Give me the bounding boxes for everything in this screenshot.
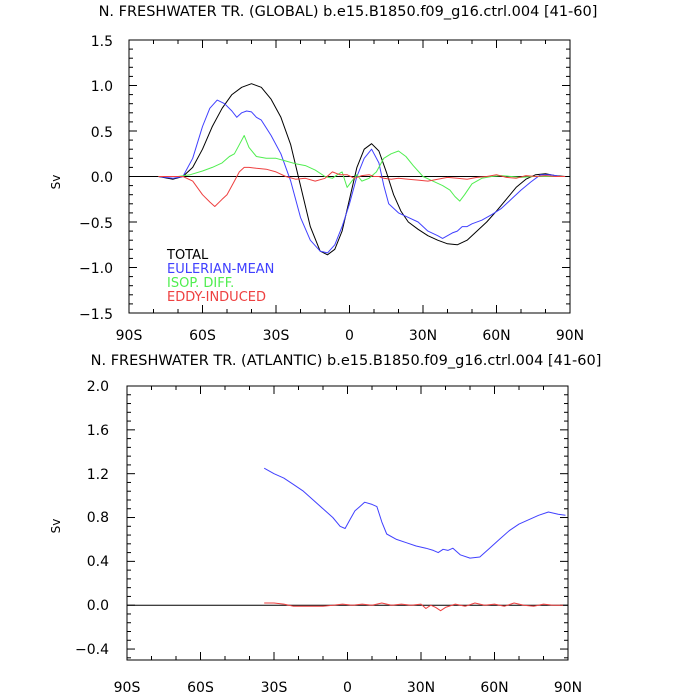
y-tick-label: −0.5 (79, 216, 113, 232)
x-tick-label: 60S (189, 328, 216, 344)
y-tick-label: 0.4 (87, 554, 109, 570)
x-tick-label: 30S (261, 680, 288, 696)
x-tick-label: 90N (554, 680, 582, 696)
global-x-tick-labels: 90S 60S 30S 0 30N 60N 90N (116, 328, 585, 344)
legend-entry-total: TOTAL (166, 248, 209, 263)
y-tick-label: −1.0 (79, 261, 113, 277)
atlantic-panel: N. FRESHWATER TR. (ATLANTIC) b.e15.B1850… (49, 353, 601, 696)
series-line-total (158, 83, 566, 256)
x-tick-label: 30S (263, 328, 290, 344)
y-tick-label: 1.6 (87, 423, 109, 439)
x-tick-label: 0 (343, 680, 352, 696)
y-tick-label: −1.5 (79, 307, 113, 323)
series-line-eulerian-mean (158, 99, 566, 254)
x-tick-label: 0 (345, 328, 354, 344)
legend-entry-eulerian-mean: EULERIAN-MEAN (167, 262, 274, 277)
global-panel-title: N. FRESHWATER TR. (GLOBAL) b.e15.B1850.f… (99, 4, 598, 20)
y-tick-label: 1.0 (91, 79, 113, 95)
atlantic-panel-title: N. FRESHWATER TR. (ATLANTIC) b.e15.B1850… (91, 353, 602, 369)
global-series-lines (158, 83, 566, 256)
x-tick-label: 30N (407, 680, 435, 696)
x-tick-label: 30N (409, 328, 437, 344)
y-tick-label: 0.5 (91, 125, 113, 141)
atlantic-panel-ylabel: Sv (49, 519, 63, 534)
x-tick-label: 60N (480, 680, 508, 696)
global-panel-ylabel: Sv (49, 175, 63, 190)
y-tick-label: 2.0 (87, 379, 109, 395)
x-tick-label: 60N (482, 328, 510, 344)
x-tick-label: 90N (556, 328, 584, 344)
atlantic-x-tick-labels: 90S 60S 30S 0 30N 60N 90N (114, 680, 583, 696)
y-tick-label: 0.8 (87, 510, 109, 526)
series-line-eddy-induced (264, 602, 564, 612)
series-line-eddy-induced (158, 166, 566, 207)
atlantic-y-tick-labels: −0.4 0.0 0.4 0.8 1.2 1.6 2.0 (75, 379, 109, 658)
y-tick-label: 0.0 (91, 170, 113, 186)
y-tick-label: 1.5 (91, 34, 113, 50)
atlantic-series-lines (263, 467, 566, 612)
x-tick-label: 90S (114, 680, 141, 696)
x-tick-label: 90S (116, 328, 143, 344)
series-line-isop-diff (158, 135, 566, 202)
global-plot-frame (128, 39, 571, 314)
y-tick-label: −0.4 (75, 642, 109, 658)
y-tick-label: 0.0 (87, 598, 109, 614)
global-y-tick-labels: −1.5 −1.0 −0.5 0.0 0.5 1.0 1.5 (79, 34, 113, 323)
global-panel: N. FRESHWATER TR. (GLOBAL) b.e15.B1850.f… (49, 4, 597, 344)
y-tick-label: 1.2 (87, 467, 109, 483)
series-line-eulerian-mean (263, 467, 566, 559)
atlantic-axes-marks (126, 385, 569, 660)
global-legend: TOTAL EULERIAN-MEAN ISOP. DIFF. EDDY-IND… (166, 248, 274, 305)
atlantic-plot-frame (126, 385, 569, 661)
legend-entry-isop-diff: ISOP. DIFF. (167, 276, 234, 291)
legend-entry-eddy-induced: EDDY-INDUCED (167, 290, 266, 305)
x-tick-label: 60S (187, 680, 214, 696)
